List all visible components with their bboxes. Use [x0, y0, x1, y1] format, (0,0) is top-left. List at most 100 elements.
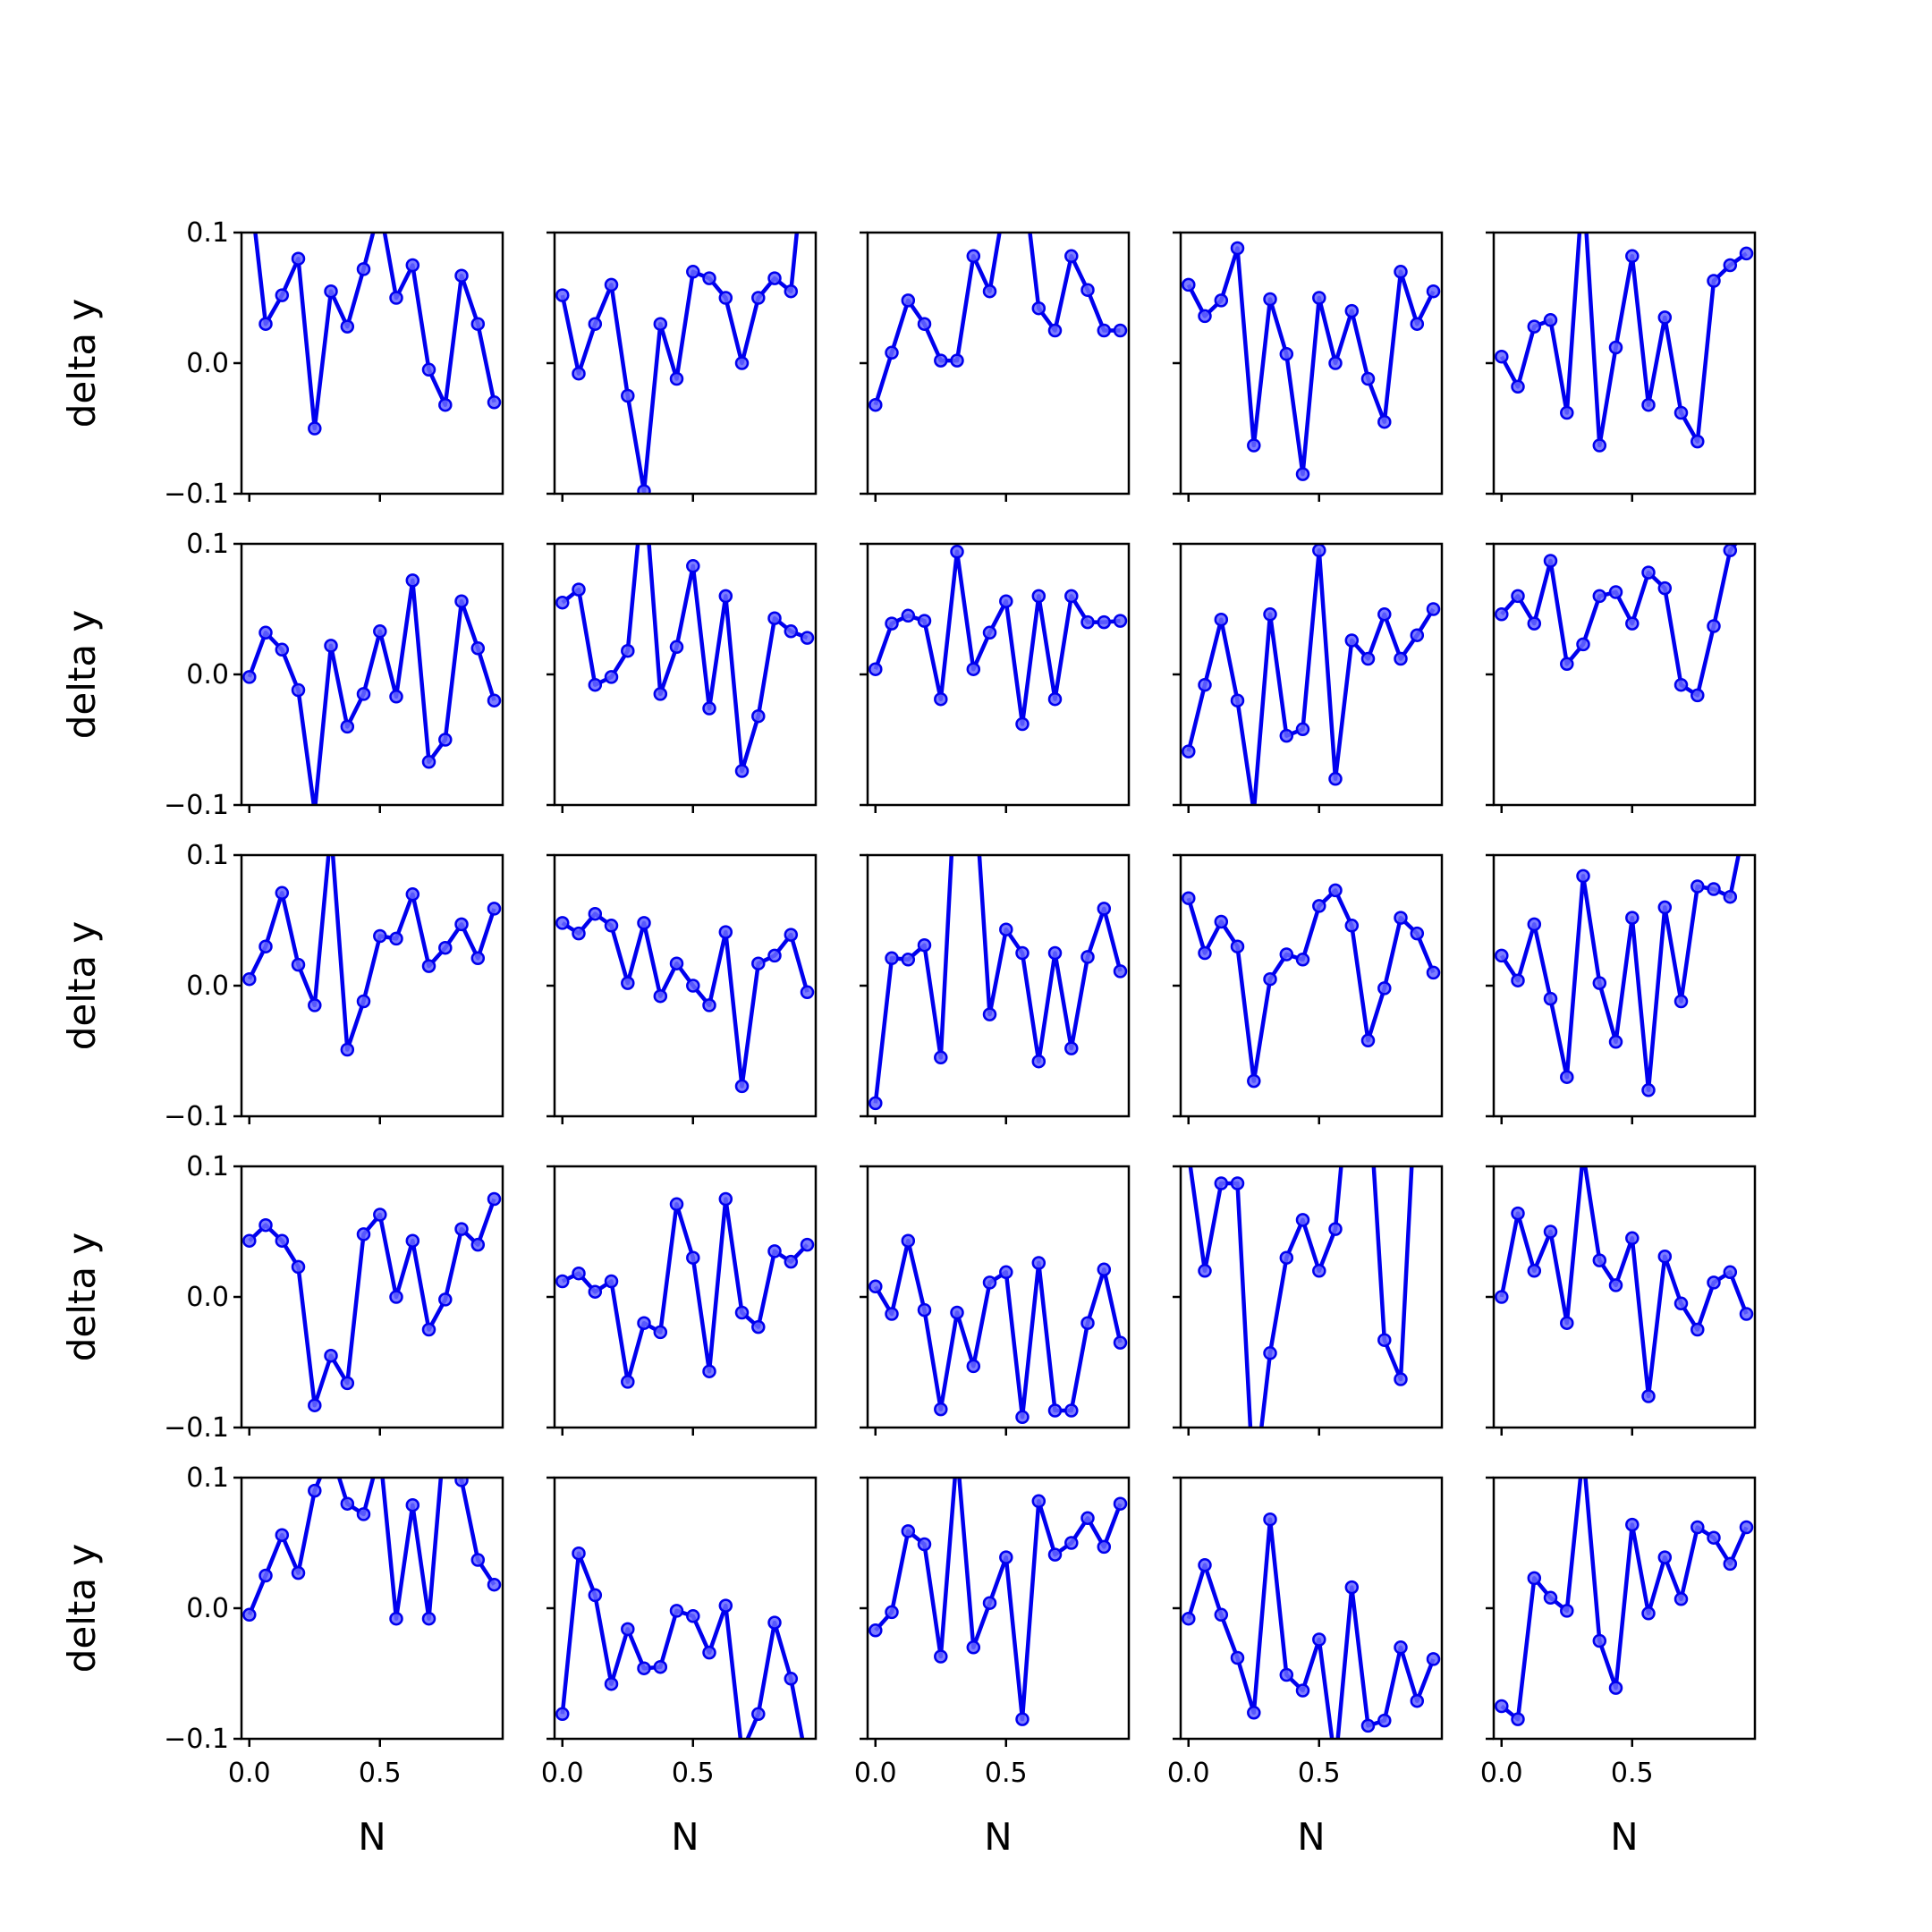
data-point — [1543, 554, 1558, 568]
data-point — [356, 1227, 371, 1241]
data-point — [324, 1348, 338, 1363]
axes-frame — [1179, 1165, 1444, 1429]
x-tick-label: 0.0 — [1480, 1758, 1523, 1789]
data-point — [421, 959, 436, 973]
data-point — [258, 1217, 273, 1233]
y-tick-label: −0.1 — [164, 1412, 229, 1444]
series-line — [561, 1197, 809, 1385]
axes-frame — [866, 853, 1131, 1118]
data-point — [604, 1676, 619, 1691]
data-point — [572, 1546, 586, 1561]
data-point — [637, 916, 651, 930]
data-point — [604, 1274, 619, 1289]
data-point — [669, 371, 684, 386]
axes-frame — [553, 853, 818, 1118]
data-point — [869, 1096, 883, 1111]
data-point — [1741, 525, 1752, 537]
data-point — [934, 1050, 948, 1065]
x-tick-label: 0.0 — [1167, 1758, 1210, 1789]
data-point — [1578, 1148, 1589, 1159]
data-point — [438, 1292, 453, 1307]
data-point — [1182, 1611, 1196, 1626]
axes-frame — [1179, 853, 1444, 1118]
data-point — [1411, 1056, 1423, 1068]
data-point — [1608, 1035, 1623, 1049]
data-point — [1198, 1264, 1212, 1278]
data-point — [1279, 1250, 1294, 1265]
data-point — [1312, 1264, 1326, 1278]
data-point — [1527, 1264, 1542, 1278]
data-point — [621, 1622, 635, 1637]
data-point — [374, 200, 386, 212]
data-point — [308, 1483, 322, 1498]
data-point — [734, 764, 750, 778]
data-point — [1214, 1176, 1229, 1191]
data-point — [1047, 323, 1063, 338]
data-point — [1328, 772, 1343, 786]
data-point — [258, 625, 273, 640]
data-point — [1739, 1520, 1754, 1535]
data-point — [1495, 1290, 1509, 1304]
data-point — [324, 284, 338, 299]
data-point — [1247, 438, 1261, 453]
data-point — [968, 758, 979, 769]
data-point — [1230, 1650, 1245, 1665]
data-point — [421, 1611, 436, 1626]
series-line — [1499, 855, 1741, 1093]
data-point — [966, 662, 981, 676]
data-point — [686, 559, 700, 573]
data-point — [1723, 1265, 1738, 1280]
x-tick-label: 0.0 — [228, 1758, 271, 1789]
data-point — [982, 1596, 997, 1610]
data-point — [604, 277, 619, 292]
data-point — [389, 1611, 403, 1626]
data-point — [1657, 580, 1673, 596]
y-tick-label: 0.0 — [186, 1282, 229, 1313]
data-point — [885, 951, 899, 966]
data-point — [1690, 879, 1705, 894]
data-point — [373, 1208, 387, 1222]
data-point — [487, 693, 502, 708]
data-point — [572, 1266, 586, 1281]
data-point — [555, 288, 570, 302]
data-point — [308, 1398, 322, 1412]
data-point — [1410, 1693, 1425, 1708]
data-point — [389, 690, 403, 704]
data-point — [1230, 241, 1245, 256]
data-point — [751, 1707, 766, 1722]
data-point — [1394, 1640, 1408, 1655]
data-point — [901, 1233, 916, 1248]
data-point — [405, 573, 420, 588]
y-tick-label: 0.0 — [186, 1593, 229, 1624]
data-point — [438, 940, 453, 955]
data-point — [1279, 728, 1294, 743]
data-point — [653, 1325, 668, 1340]
data-point — [243, 174, 255, 186]
data-point — [1344, 303, 1360, 318]
data-point — [1295, 953, 1310, 967]
data-point — [1263, 1346, 1277, 1360]
data-point — [784, 1254, 799, 1269]
data-point — [604, 670, 619, 684]
data-point — [588, 317, 603, 331]
x-axis-label: N — [1297, 1815, 1325, 1859]
data-point — [1360, 1718, 1376, 1733]
data-point — [1495, 1699, 1509, 1714]
data-point — [1080, 950, 1095, 964]
data-point — [1543, 991, 1558, 1006]
data-point — [1592, 438, 1607, 453]
data-point — [1608, 1681, 1623, 1695]
data-point — [1097, 323, 1112, 338]
data-point — [291, 251, 306, 266]
data-point — [1739, 246, 1754, 261]
data-point — [470, 1553, 486, 1567]
y-tick-label: 0.1 — [186, 840, 229, 871]
data-point — [718, 925, 733, 939]
data-point — [326, 1445, 337, 1457]
data-point — [242, 670, 257, 684]
data-point — [966, 1359, 981, 1374]
data-point — [242, 971, 257, 987]
data-point — [389, 1290, 403, 1304]
series-line — [247, 1478, 496, 1621]
data-point — [312, 804, 318, 805]
